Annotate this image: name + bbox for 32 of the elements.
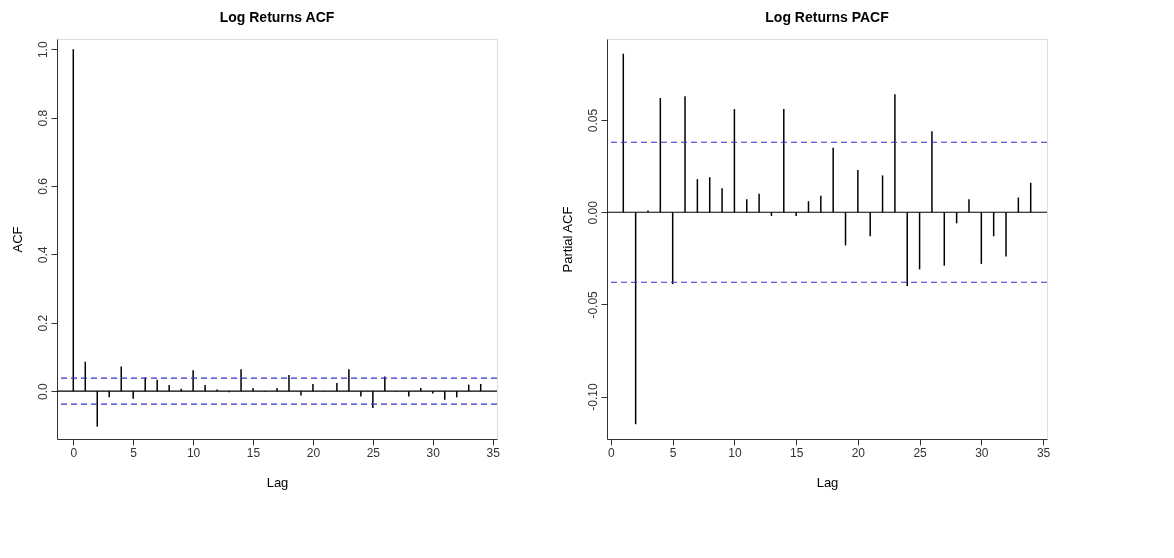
- x-tick-label: 15: [246, 445, 261, 460]
- y-tick-label: -0.10: [585, 383, 600, 411]
- y-tick-label: 0.6: [35, 177, 50, 195]
- x-tick-label: 5: [130, 445, 138, 460]
- y-tick-label: -0.05: [585, 290, 600, 319]
- x-tick-label: 5: [669, 445, 677, 460]
- y-tick-label: 0.0: [35, 382, 50, 400]
- x-tick-label: 35: [486, 445, 501, 460]
- x-tick-label: 15: [789, 445, 804, 460]
- y-axis-title: ACF: [9, 226, 25, 253]
- y-tick-label: 0.2: [35, 314, 50, 332]
- x-axis-title: Lag: [816, 474, 839, 490]
- x-tick-label: 0: [608, 445, 616, 460]
- x-tick-label: 30: [426, 445, 441, 460]
- x-tick-label: 20: [306, 445, 321, 460]
- chart-title: Log Returns PACF: [765, 9, 890, 25]
- x-tick-label: 35: [1036, 445, 1051, 460]
- y-tick-label: 0.8: [35, 109, 50, 127]
- x-tick-label: 30: [975, 445, 989, 460]
- chart-title: Log Returns ACF: [219, 9, 335, 25]
- x-tick-label: 25: [913, 445, 928, 460]
- x-tick-label: 25: [366, 445, 381, 460]
- y-tick-label: 0.4: [35, 246, 50, 264]
- y-tick-label: 1.0: [35, 41, 50, 59]
- y-tick-label: 0.00: [585, 200, 600, 225]
- x-tick-label: 20: [851, 445, 866, 460]
- x-tick-label: 0: [70, 445, 78, 460]
- x-tick-label: 10: [728, 445, 742, 460]
- x-tick-label: 10: [186, 445, 201, 460]
- x-axis-title: Lag: [266, 474, 289, 490]
- y-tick-label: 0.05: [585, 108, 600, 133]
- y-axis-title: Partial ACF: [559, 206, 575, 273]
